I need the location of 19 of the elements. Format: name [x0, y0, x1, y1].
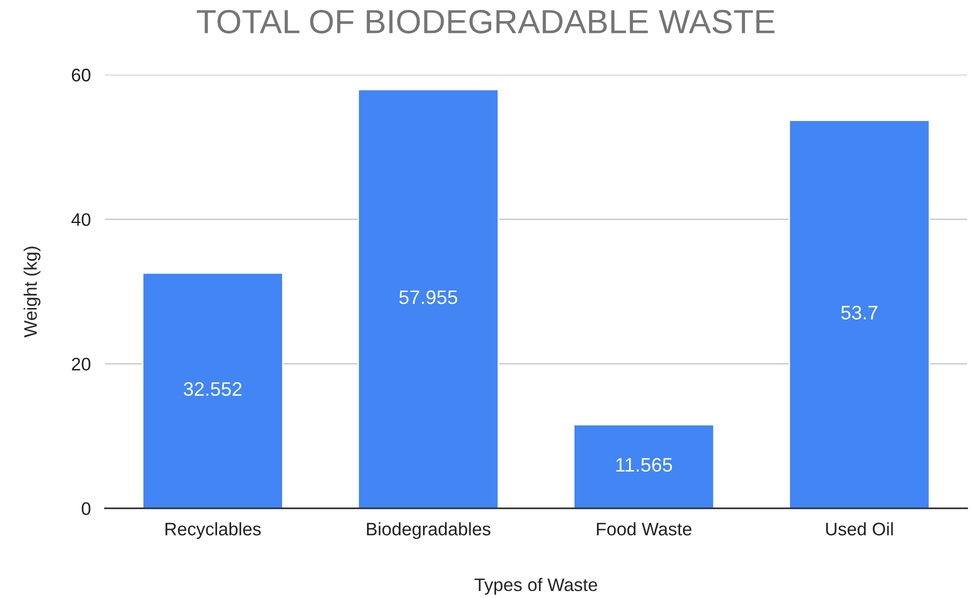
y-tick-label: 20 — [72, 358, 90, 371]
bar — [142, 272, 284, 508]
x-tick-label: Food Waste — [596, 522, 692, 536]
chart-title: TOTAL OF BIODEGRADABLE WASTE — [196, 10, 774, 34]
bar — [788, 120, 930, 508]
bar — [358, 88, 500, 508]
y-tick-label: 0 — [82, 502, 90, 516]
data-label: 53.7 — [841, 306, 878, 320]
x-tick-label: Biodegradables — [367, 522, 490, 540]
y-tick-label: 60 — [72, 68, 90, 82]
y-axis-title: Weight (kg) — [24, 246, 40, 338]
x-axis-title: Types of Waste — [474, 578, 598, 595]
data-label: 32.552 — [184, 382, 242, 396]
data-label: 57.955 — [399, 290, 458, 304]
data-label: 11.565 — [616, 458, 672, 472]
y-tick-label: 40 — [71, 213, 90, 226]
x-tick-label: Used Oil — [826, 522, 893, 536]
x-tick-label: Recyclables — [166, 522, 261, 540]
bar — [573, 424, 715, 508]
